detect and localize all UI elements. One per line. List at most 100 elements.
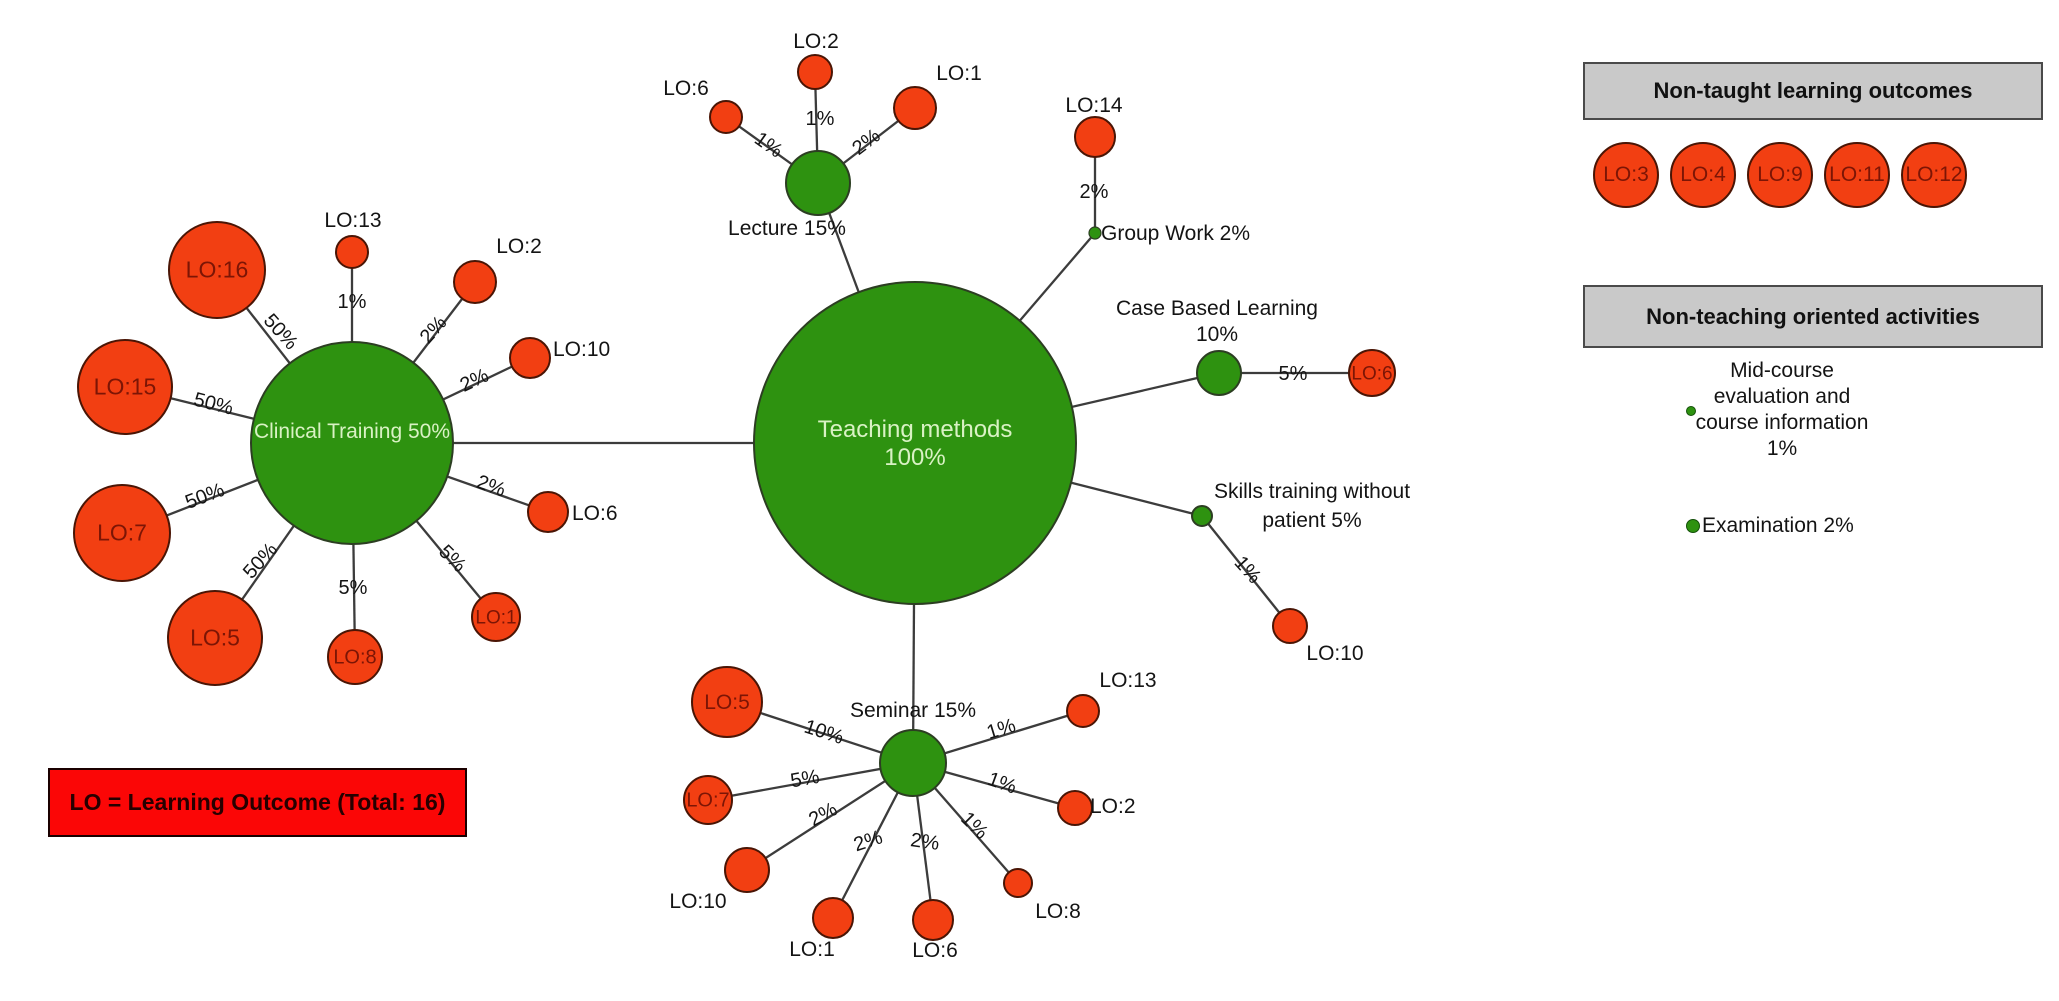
outcome-node-c6 bbox=[527, 491, 569, 533]
edge-label-seminar-se6: 2% bbox=[909, 829, 941, 855]
node-label-l2: LO:2 bbox=[793, 30, 839, 53]
node-label-c7: LO:7 bbox=[97, 520, 147, 546]
edge-label-groupwork-g14: 2% bbox=[1080, 181, 1109, 203]
non-taught-panel-header: Non-taught learning outcomes bbox=[1583, 62, 2043, 120]
node-label-se2: LO:2 bbox=[1090, 795, 1136, 818]
node-label-s10: LO:10 bbox=[1306, 642, 1363, 665]
node-label-c6: LO:6 bbox=[572, 502, 618, 525]
method-node-seminar bbox=[879, 729, 947, 797]
examination-dot-icon bbox=[1686, 519, 1700, 533]
legend-text: LO = Learning Outcome (Total: 16) bbox=[69, 789, 446, 815]
edge-label-seminar-se2: 1% bbox=[985, 768, 1020, 799]
node-label-teaching: Teaching methods bbox=[818, 416, 1013, 443]
outcome-node-c5 bbox=[167, 590, 263, 686]
node-label-c8: LO:8 bbox=[333, 647, 376, 669]
node-label-casebased: 10% bbox=[1196, 323, 1238, 346]
non-teaching-panel-header: Non-teaching oriented activities bbox=[1583, 285, 2043, 348]
edge-label-seminar-se13: 1% bbox=[984, 714, 1018, 744]
node-label-se13: LO:13 bbox=[1099, 669, 1156, 692]
edge-label-lecture-l2: 1% bbox=[806, 108, 835, 130]
outcome-node-l1 bbox=[893, 86, 937, 130]
edge-label-clinical-c10: 2% bbox=[457, 364, 493, 396]
method-node-lecture bbox=[785, 150, 851, 216]
midcourse-dot-icon bbox=[1686, 406, 1696, 416]
edge-label-casebased-cb6: 5% bbox=[1279, 363, 1308, 385]
edge-label-clinical-c15: 50% bbox=[191, 389, 235, 420]
node-label-l6: LO:6 bbox=[663, 77, 709, 100]
node-label-groupwork: Group Work 2% bbox=[1101, 222, 1250, 245]
outcome-node-s10 bbox=[1272, 608, 1308, 644]
non-taught-panel-title: Non-taught learning outcomes bbox=[1653, 78, 1973, 103]
outcome-node-l6 bbox=[709, 100, 743, 134]
outcome-node-se1 bbox=[812, 897, 854, 939]
edge-seminar-se7 bbox=[707, 761, 914, 802]
node-label-seminar: Seminar 15% bbox=[850, 699, 976, 722]
non-taught-outcomes-row: LO:3 LO:4 LO:9 LO:11 LO:12 bbox=[1593, 142, 1967, 208]
outcome-node-l2 bbox=[797, 54, 833, 90]
node-label-cb6: LO:6 bbox=[1351, 363, 1392, 384]
outcome-node-c7 bbox=[73, 484, 171, 582]
node-label-teaching: 100% bbox=[884, 444, 945, 471]
node-label-clinical: Clinical Training 50% bbox=[254, 420, 450, 443]
edge-label-seminar-se10: 2% bbox=[805, 798, 841, 831]
method-node-casebased bbox=[1196, 350, 1242, 396]
node-label-se10: LO:10 bbox=[669, 890, 726, 913]
edge-label-clinical-c2: 2% bbox=[416, 312, 452, 348]
edge-label-seminar-se5: 10% bbox=[801, 716, 846, 749]
node-label-c16: LO:16 bbox=[186, 257, 249, 283]
outcome-node-se7 bbox=[683, 775, 733, 825]
outcome-node-g14 bbox=[1074, 116, 1116, 158]
edge-label-clinical-c7: 50% bbox=[182, 479, 227, 514]
non-taught-outcome-circle: LO:11 bbox=[1824, 142, 1890, 208]
method-node-skills bbox=[1191, 505, 1213, 527]
node-label-g14: LO:14 bbox=[1065, 94, 1123, 117]
outcome-node-se10 bbox=[724, 847, 770, 893]
node-label-c13: LO:13 bbox=[324, 209, 381, 232]
non-taught-outcome-circle: LO:9 bbox=[1747, 142, 1813, 208]
outcome-node-c15 bbox=[77, 339, 173, 435]
node-label-casebased: Case Based Learning bbox=[1116, 297, 1318, 320]
node-label-c10: LO:10 bbox=[553, 338, 610, 361]
node-label-skills: patient 5% bbox=[1262, 509, 1361, 532]
node-label-se5: LO:5 bbox=[704, 691, 750, 714]
node-label-c15: LO:15 bbox=[94, 374, 157, 400]
method-node-groupwork bbox=[1088, 226, 1102, 240]
outcome-node-se13 bbox=[1066, 694, 1100, 728]
outcome-node-se5 bbox=[691, 666, 763, 738]
non-taught-outcome-circle: LO:12 bbox=[1901, 142, 1967, 208]
node-label-se6: LO:6 bbox=[912, 939, 958, 962]
outcome-node-se6 bbox=[912, 899, 954, 941]
edge-label-seminar-se1: 2% bbox=[851, 826, 885, 856]
node-label-skills: Skills training without bbox=[1214, 480, 1410, 503]
node-label-c5: LO:5 bbox=[190, 625, 240, 651]
examination-label: Examination 2% bbox=[1702, 514, 1854, 537]
outcome-node-c2 bbox=[453, 260, 497, 304]
outcome-node-se8 bbox=[1003, 868, 1033, 898]
edge-skills-s10 bbox=[1201, 515, 1291, 627]
method-node-teaching bbox=[753, 281, 1077, 605]
non-taught-outcome-circle: LO:4 bbox=[1670, 142, 1736, 208]
method-node-clinical bbox=[250, 341, 454, 545]
node-label-c2: LO:2 bbox=[496, 235, 542, 258]
node-label-se1: LO:1 bbox=[789, 938, 835, 961]
outcome-node-c16 bbox=[168, 221, 266, 319]
non-taught-outcome-circle: LO:3 bbox=[1593, 142, 1659, 208]
non-teaching-panel-title: Non-teaching oriented activities bbox=[1646, 303, 1980, 329]
edge-label-seminar-se8: 1% bbox=[956, 808, 992, 844]
node-label-lecture: Lecture 15% bbox=[728, 217, 846, 240]
edge-label-clinical-c8: 5% bbox=[339, 577, 368, 599]
edge-label-seminar-se7: 5% bbox=[789, 766, 822, 793]
legend-box: LO = Learning Outcome (Total: 16) bbox=[48, 768, 467, 837]
node-label-se8: LO:8 bbox=[1035, 900, 1081, 923]
edge-label-clinical-c13: 1% bbox=[338, 291, 367, 313]
outcome-node-se2 bbox=[1057, 790, 1093, 826]
outcome-node-c13 bbox=[335, 235, 369, 269]
edge-label-clinical-c1: 5% bbox=[434, 541, 470, 577]
node-label-c1: LO:1 bbox=[475, 607, 516, 628]
outcome-node-c8 bbox=[327, 629, 383, 685]
midcourse-evaluation-label: Mid-course evaluation and course informa… bbox=[1695, 359, 1869, 460]
outcome-node-c10 bbox=[509, 337, 551, 379]
node-label-l1: LO:1 bbox=[936, 62, 982, 85]
